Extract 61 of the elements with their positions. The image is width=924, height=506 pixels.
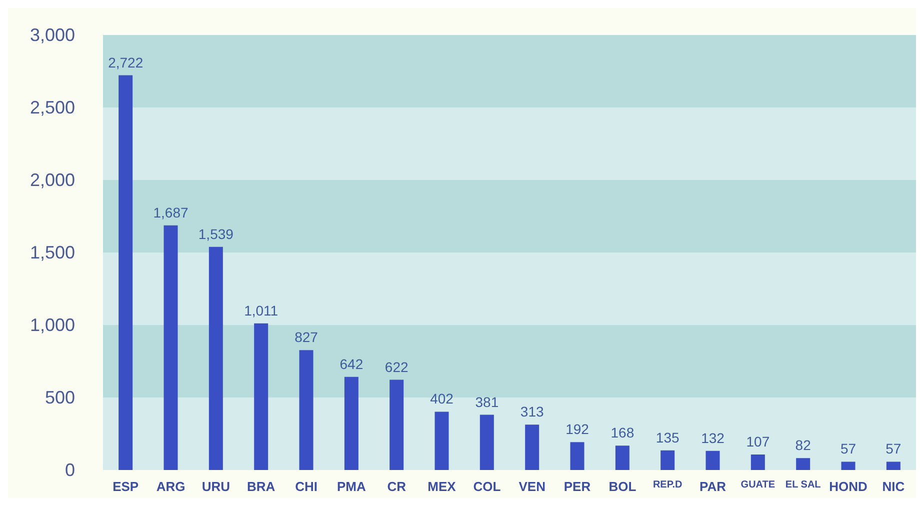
bar: [299, 350, 314, 470]
data-label: 132: [701, 430, 725, 446]
bar: [344, 376, 358, 470]
data-label: 1,011: [244, 302, 278, 318]
x-tick-label: COL: [473, 479, 501, 494]
bar: [480, 414, 494, 470]
x-tick-label: HOND: [829, 479, 868, 494]
data-label: 1,539: [198, 226, 234, 242]
bar: [390, 380, 404, 470]
bar: [164, 225, 178, 470]
y-tick-label: 2,000: [30, 170, 75, 190]
bar: [434, 412, 449, 470]
data-label: 381: [475, 394, 499, 410]
data-label: 2,722: [108, 54, 144, 70]
x-tick-label: MEX: [428, 479, 456, 494]
bar: [660, 450, 675, 470]
y-tick-label: 1,000: [30, 315, 75, 335]
data-label: 135: [656, 429, 680, 446]
data-label: 1,687: [153, 204, 188, 220]
x-tick-label: CR: [387, 479, 407, 494]
bar: [525, 424, 540, 470]
x-tick-label: PMA: [336, 479, 366, 494]
data-label: 192: [566, 421, 590, 438]
bar: [841, 462, 856, 470]
bar: [886, 462, 900, 470]
data-label: 82: [795, 437, 812, 454]
x-tick-label: ESP: [112, 479, 139, 494]
bar: [208, 246, 223, 470]
x-tick-label: VEN: [518, 479, 546, 494]
y-tick-label: 3,000: [30, 25, 75, 45]
x-tick-label: CHI: [295, 479, 318, 494]
bar: [254, 323, 268, 470]
data-label: 827: [294, 329, 318, 346]
x-tick-label: BRA: [246, 479, 276, 494]
x-tick-label: REP.D: [652, 480, 682, 490]
x-tick-label: PAR: [700, 479, 727, 494]
y-tick-label: 500: [44, 388, 75, 408]
x-tick-label: NIC: [882, 479, 906, 494]
bar: [118, 75, 133, 470]
x-tick-label: PER: [564, 479, 592, 494]
x-tick-label: BOL: [608, 479, 636, 494]
data-label: 57: [840, 440, 856, 457]
x-tick-label: EL SAL: [785, 480, 821, 490]
x-tick-label: URU: [202, 479, 230, 494]
bar: [615, 446, 630, 470]
data-label: 642: [340, 356, 364, 372]
bar: [570, 442, 584, 470]
bar: [796, 458, 810, 470]
bar: [706, 450, 720, 470]
data-label: 57: [886, 440, 902, 457]
x-tick-label: ARG: [156, 479, 186, 494]
data-label: 402: [430, 390, 454, 407]
data-label: 313: [520, 404, 544, 420]
data-label: 622: [384, 358, 408, 375]
x-tick-label: GUATE: [740, 480, 776, 490]
data-label: 168: [610, 424, 634, 441]
y-tick-label: 0: [64, 460, 75, 480]
y-tick-label: 1,500: [30, 242, 75, 262]
bar: [750, 454, 765, 470]
y-tick-label: 2,500: [30, 98, 75, 118]
data-label: 107: [746, 433, 770, 450]
